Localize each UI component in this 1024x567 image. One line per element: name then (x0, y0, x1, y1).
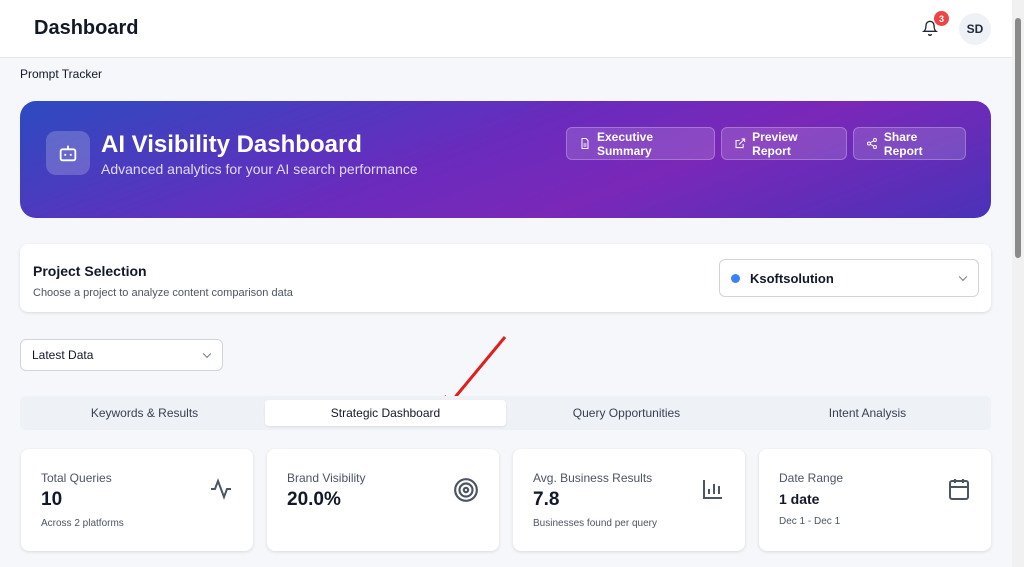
scrollbar[interactable] (1012, 0, 1024, 567)
stat-value: 1 date (779, 491, 820, 507)
stat-subtext: Across 2 platforms (41, 518, 124, 529)
project-title: Project Selection (33, 263, 147, 279)
bot-icon (46, 131, 90, 175)
share-icon (866, 138, 877, 149)
chevron-down-icon (958, 272, 968, 282)
stat-card-avg-business-results: Avg. Business Results 7.8 Businesses fou… (513, 449, 745, 551)
stat-card-date-range: Date Range 1 date Dec 1 - Dec 1 (759, 449, 991, 551)
preview-report-button[interactable]: Preview Report (721, 127, 847, 160)
hero-subtitle: Advanced analytics for your AI search pe… (101, 161, 418, 177)
activity-icon (211, 478, 231, 500)
stat-label: Brand Visibility (287, 471, 366, 485)
stat-card-brand-visibility: Brand Visibility 20.0% (267, 449, 499, 551)
document-icon (581, 138, 589, 149)
button-label: Executive Summary (596, 129, 654, 158)
bell-icon[interactable] (922, 20, 938, 36)
stat-label: Avg. Business Results (533, 471, 653, 485)
tab-bar: Keywords & Results Strategic Dashboard Q… (20, 396, 991, 430)
calendar-icon (949, 479, 969, 500)
hero-banner: AI Visibility Dashboard Advanced analyti… (20, 101, 991, 218)
notification-badge: 3 (934, 11, 949, 26)
page-title: Dashboard (34, 17, 139, 39)
tab-query-opportunities[interactable]: Query Opportunities (572, 406, 681, 420)
stat-label: Total Queries (41, 471, 112, 485)
button-label: Share Report (883, 129, 923, 158)
external-link-icon (735, 138, 746, 149)
chevron-down-icon (202, 349, 212, 359)
stat-value: 7.8 (533, 489, 560, 510)
bar-chart-icon (703, 480, 722, 499)
tab-keywords-results[interactable]: Keywords & Results (90, 406, 199, 420)
stat-subtext: Dec 1 - Dec 1 (779, 516, 841, 527)
avatar[interactable]: SD (959, 13, 991, 45)
top-bar: Dashboard 3 SD (0, 0, 1024, 58)
breadcrumb[interactable]: Prompt Tracker (20, 67, 103, 81)
stat-value: 10 (41, 489, 63, 510)
stat-label: Date Range (779, 471, 844, 485)
project-selection-card: Project Selection Choose a project to an… (20, 244, 991, 312)
stat-value: 20.0% (287, 489, 341, 510)
tab-strategic-dashboard[interactable]: Strategic Dashboard (265, 400, 506, 426)
tab-intent-analysis[interactable]: Intent Analysis (828, 406, 907, 420)
data-filter-value: Latest Data (32, 348, 94, 362)
stat-subtext: Businesses found per query (533, 518, 657, 529)
stat-card-total-queries: Total Queries 10 Across 2 platforms (21, 449, 253, 551)
share-report-button[interactable]: Share Report (853, 127, 966, 160)
target-icon (454, 478, 478, 502)
scrollbar-thumb[interactable] (1015, 18, 1021, 258)
data-filter-select[interactable]: Latest Data (20, 339, 223, 371)
hero-title: AI Visibility Dashboard (101, 131, 362, 158)
project-dot (731, 273, 740, 283)
button-label: Preview Report (752, 129, 798, 158)
executive-summary-button[interactable]: Executive Summary (566, 127, 715, 160)
project-select[interactable]: Ksoftsolution (719, 259, 979, 297)
project-description: Choose a project to analyze content comp… (33, 287, 293, 299)
project-selected-value: Ksoftsolution (750, 270, 834, 286)
